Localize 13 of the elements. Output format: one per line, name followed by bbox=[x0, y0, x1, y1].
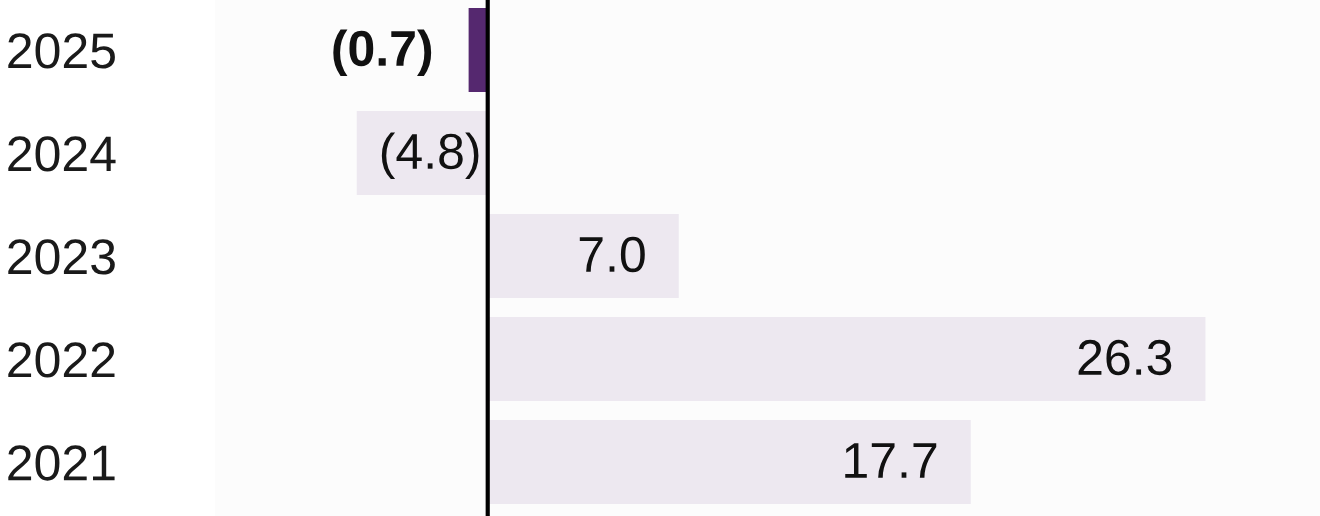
data-label: (0.7) bbox=[333, 29, 432, 77]
bar bbox=[487, 214, 679, 298]
y-tick-label: 2022 bbox=[8, 342, 115, 378]
y-tick-label: 2023 bbox=[8, 239, 115, 275]
y-tick-label: 2021 bbox=[8, 445, 115, 481]
data-label: 17.7 bbox=[845, 443, 937, 478]
y-tick-label: 2025 bbox=[8, 33, 115, 69]
bar bbox=[487, 420, 971, 504]
y-tick-label: 2024 bbox=[8, 136, 116, 172]
data-label: (4.8) bbox=[381, 132, 479, 180]
bar bbox=[487, 317, 1206, 401]
data-label: 26.3 bbox=[1078, 339, 1172, 376]
data-label: 7.0 bbox=[579, 236, 645, 273]
